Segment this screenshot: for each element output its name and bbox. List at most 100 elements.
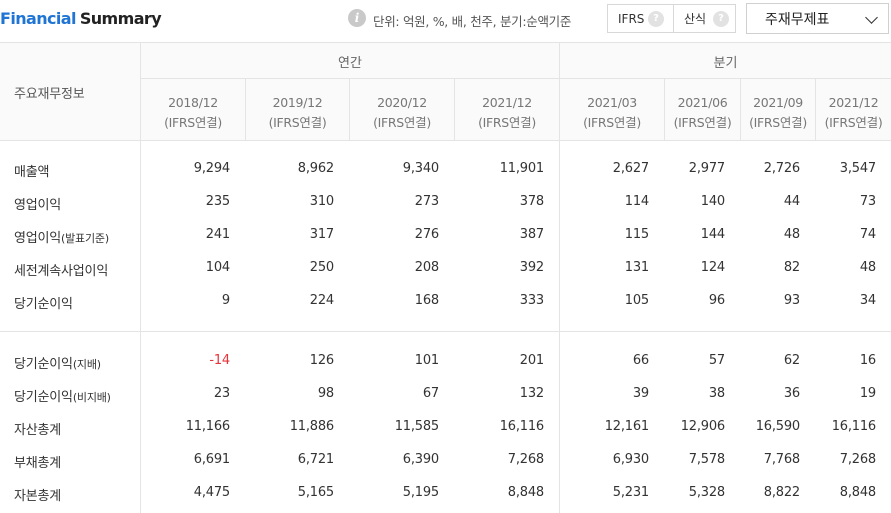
divider — [140, 78, 891, 79]
period-basis: (IFRS연결) — [824, 115, 883, 130]
table-cell: 4,475 — [193, 485, 230, 500]
period-basis: (IFRS연결) — [749, 115, 807, 130]
ifrs-button[interactable]: IFRS ? — [607, 4, 674, 33]
table-cell: 3,547 — [839, 161, 876, 176]
period-header: 2018/12 (IFRS연결) — [141, 93, 245, 133]
table-cell: 201 — [519, 353, 544, 368]
table-cell: 16,116 — [831, 419, 876, 434]
period-basis: (IFRS연결) — [164, 115, 222, 130]
divider — [0, 331, 891, 332]
table-cell: 6,930 — [612, 452, 649, 467]
table-cell: 114 — [624, 194, 649, 209]
ifrs-label: IFRS — [618, 11, 645, 26]
chevron-down-icon — [865, 11, 878, 24]
period-date: 2019/12 — [272, 95, 323, 110]
row-label: 자산총계 — [14, 419, 61, 438]
formula-label: 산식 — [684, 12, 707, 26]
period-date: 2018/12 — [168, 95, 218, 110]
divider — [454, 78, 455, 140]
table-cell: 74 — [859, 227, 876, 242]
formula-help-icon[interactable]: ? — [713, 11, 729, 27]
table-cell: 66 — [632, 353, 649, 368]
table-cell: 62 — [783, 353, 800, 368]
row-label-main: 자산총계 — [14, 423, 62, 438]
row-label-main: 영업이익 — [14, 231, 62, 246]
table-cell: 38 — [708, 386, 725, 401]
table-cell: 241 — [205, 227, 230, 242]
row-label-sub: (비지배) — [72, 391, 111, 404]
period-header: 2021/12 (IFRS연결) — [455, 93, 559, 133]
table-cell: 57 — [708, 353, 725, 368]
period-basis: (IFRS연결) — [673, 115, 732, 130]
period-basis: (IFRS연결) — [373, 115, 431, 130]
formula-button[interactable]: 산식 ? — [673, 4, 736, 33]
table-cell: 48 — [783, 227, 800, 242]
statement-type-value: 주재무제표 — [765, 11, 830, 28]
period-header: 2021/12 (IFRS연결) — [816, 93, 891, 133]
table-cell: 387 — [519, 227, 544, 242]
table-cell: 12,906 — [680, 419, 725, 434]
row-label: 당기순이익 — [14, 293, 73, 312]
section-title: Financial Summary — [0, 9, 162, 28]
row-label-main: 부채총계 — [14, 456, 62, 471]
table-cell: 140 — [700, 194, 725, 209]
period-basis: (IFRS연결) — [268, 115, 327, 130]
table-cell: 16 — [859, 353, 876, 368]
divider — [245, 78, 246, 140]
table-cell: 34 — [859, 293, 876, 308]
table-cell: 73 — [859, 194, 876, 209]
table-cell: 8,848 — [507, 485, 544, 500]
divider — [815, 78, 816, 140]
table-cell: 9,294 — [193, 161, 230, 176]
ifrs-help-icon[interactable]: ? — [648, 11, 664, 27]
table-cell: 124 — [700, 260, 725, 275]
statement-type-select[interactable]: 주재무제표 — [746, 3, 889, 34]
table-cell: 131 — [624, 260, 649, 275]
period-header: 2019/12 (IFRS연결) — [246, 93, 349, 133]
row-label: 영업이익 — [14, 194, 61, 213]
table-cell: 5,165 — [297, 485, 334, 500]
table-cell: 44 — [783, 194, 800, 209]
table-cell: 392 — [519, 260, 544, 275]
table-cell: 93 — [783, 293, 800, 308]
table-cell: 12,161 — [604, 419, 649, 434]
row-label: 영업이익(발표기준) — [14, 227, 109, 246]
table-cell: 8,822 — [763, 485, 800, 500]
period-date: 2020/12 — [377, 95, 427, 110]
table-cell: 96 — [708, 293, 725, 308]
table-cell: 7,268 — [507, 452, 544, 467]
table-cell: 7,768 — [763, 452, 800, 467]
table-cell: 208 — [414, 260, 439, 275]
table-cell: 7,578 — [688, 452, 725, 467]
table-cell: 6,390 — [402, 452, 439, 467]
table-cell: 11,166 — [185, 419, 230, 434]
table-cell: 2,627 — [612, 161, 649, 176]
table-cell: 98 — [317, 386, 334, 401]
period-date: 2021/09 — [753, 95, 803, 110]
table-cell: 48 — [859, 260, 876, 275]
table-cell: 2,977 — [688, 161, 725, 176]
table-cell: 23 — [213, 386, 230, 401]
divider — [349, 78, 350, 140]
table-cell: -14 — [209, 353, 230, 368]
divider — [664, 78, 665, 140]
row-label: 세전계속사업이익 — [14, 260, 108, 279]
row-label-main: 당기순이익 — [14, 390, 73, 405]
row-label-main: 매출액 — [14, 165, 50, 180]
divider — [740, 78, 741, 140]
table-cell: 126 — [309, 353, 334, 368]
divider — [140, 42, 141, 513]
period-date: 2021/12 — [828, 95, 879, 110]
table-cell: 9 — [221, 293, 230, 308]
table-cell: 16,590 — [755, 419, 800, 434]
table-cell: 378 — [519, 194, 544, 209]
quarterly-group-label: 분기 — [713, 56, 738, 71]
row-label: 부채총계 — [14, 452, 61, 471]
info-icon[interactable]: i — [348, 9, 366, 27]
title-summary: Summary — [79, 9, 162, 28]
title-financial: Financial — [0, 9, 76, 28]
period-basis: (IFRS연결) — [583, 115, 641, 130]
table-cell: 101 — [414, 353, 439, 368]
period-date: 2021/12 — [482, 95, 532, 110]
table-cell: 11,901 — [499, 161, 544, 176]
